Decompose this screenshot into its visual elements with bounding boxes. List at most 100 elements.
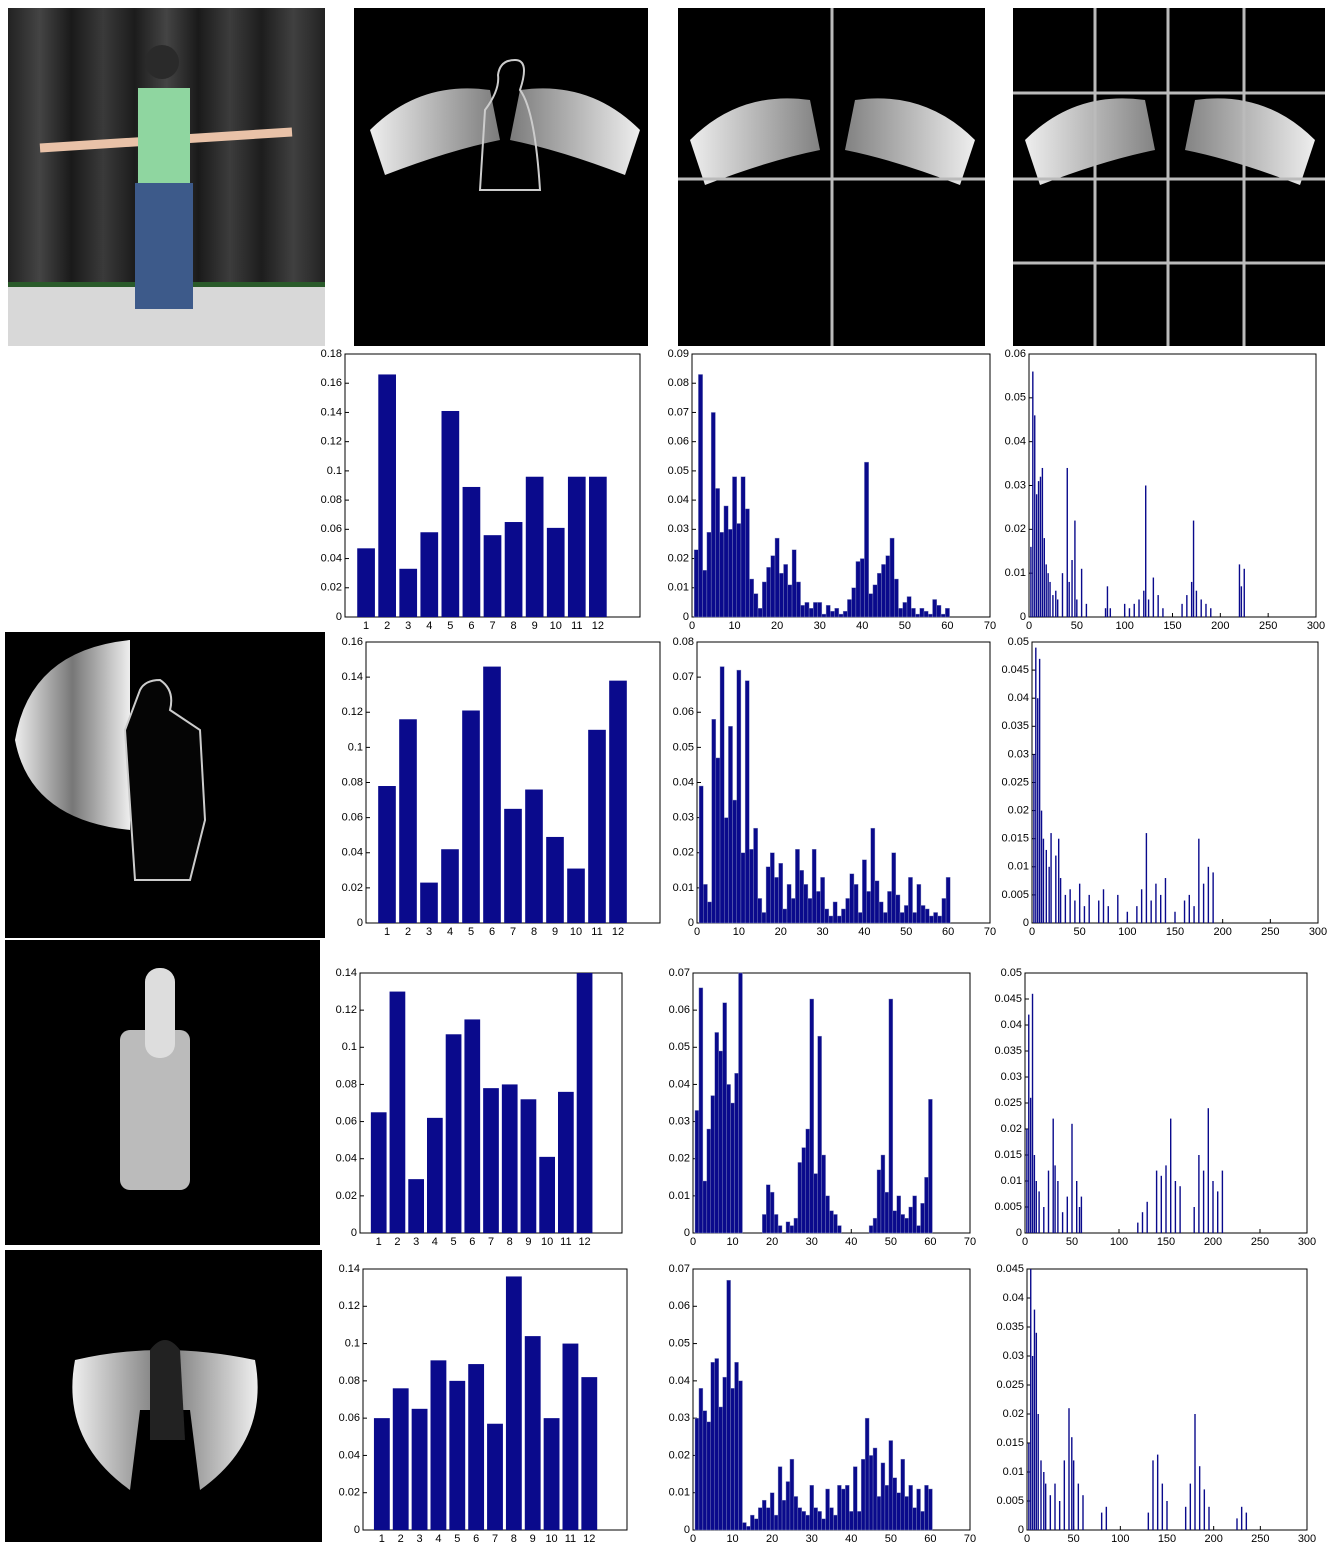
- bar: [813, 602, 817, 617]
- bar: [892, 853, 896, 923]
- y-tick-label: 0.02: [1008, 805, 1029, 817]
- bar: [1205, 604, 1206, 617]
- x-tick-label: 200: [1204, 1236, 1222, 1248]
- bar: [468, 1364, 484, 1530]
- x-tick-label: 60: [942, 926, 954, 938]
- x-tick-label: 60: [924, 1533, 936, 1542]
- bar: [854, 884, 858, 923]
- x-tick-label: 10: [726, 1533, 738, 1542]
- bar: [1062, 573, 1063, 617]
- bar: [860, 559, 864, 617]
- bar: [837, 916, 841, 923]
- bar: [1067, 1197, 1068, 1233]
- bar: [711, 1362, 715, 1530]
- bar: [941, 614, 945, 617]
- y-tick-label: 0.01: [669, 1487, 690, 1499]
- x-tick-label: 50: [1068, 1533, 1080, 1542]
- bar: [699, 1388, 703, 1530]
- bar: [719, 1407, 723, 1530]
- bar: [1208, 867, 1209, 923]
- bar: [698, 374, 702, 617]
- bar: [843, 611, 847, 617]
- x-tick-label: 0: [690, 1533, 696, 1542]
- bar: [1030, 1098, 1031, 1233]
- y-tick-label: 0.04: [669, 1375, 690, 1387]
- bar: [1041, 811, 1042, 923]
- x-tick-label: 7: [488, 1236, 494, 1248]
- bar: [889, 999, 893, 1233]
- bar: [945, 608, 949, 617]
- bar: [1198, 1155, 1199, 1233]
- y-tick-label: 0.03: [1001, 1071, 1022, 1083]
- bar: [716, 758, 720, 923]
- bar: [1185, 1507, 1186, 1530]
- bar: [774, 1214, 778, 1233]
- bar: [1103, 889, 1104, 923]
- x-tick-label: 50: [899, 620, 911, 632]
- bar: [1156, 1171, 1157, 1233]
- y-tick-label: 0.05: [1005, 392, 1026, 404]
- y-tick-label: 0.02: [668, 552, 689, 564]
- x-tick-label: 40: [845, 1236, 857, 1248]
- y-tick-label: 0.04: [669, 1078, 690, 1090]
- bar: [822, 1519, 826, 1530]
- bar: [856, 561, 860, 617]
- x-tick-label: 150: [1163, 620, 1181, 632]
- bar: [762, 582, 766, 617]
- bar: [1110, 608, 1111, 617]
- bar: [1239, 564, 1240, 617]
- bar: [1145, 486, 1146, 618]
- y-tick-label: 0.01: [673, 882, 694, 894]
- bar: [806, 1515, 810, 1530]
- y-tick-label: 0.035: [1001, 720, 1029, 732]
- bar: [1062, 1212, 1063, 1233]
- bar: [1079, 884, 1080, 923]
- y-tick-label: 0.08: [321, 494, 342, 506]
- bar: [1089, 895, 1090, 923]
- y-tick-label: 0.06: [336, 1115, 357, 1127]
- bar: [427, 1118, 443, 1233]
- bar: [937, 605, 941, 617]
- y-tick-label: 0.02: [336, 1190, 357, 1202]
- depth-image-grid: [678, 8, 985, 346]
- bar: [711, 412, 715, 617]
- bar: [1184, 901, 1185, 923]
- bar: [589, 477, 607, 617]
- bar: [1217, 1191, 1218, 1233]
- bar: [1036, 1333, 1037, 1530]
- bar: [1036, 1181, 1037, 1233]
- x-tick-label: 6: [489, 926, 495, 938]
- bar: [865, 1418, 869, 1530]
- bar: [770, 1192, 774, 1233]
- bar: [1143, 591, 1144, 617]
- depth-image-top: [5, 940, 320, 1245]
- bar: [707, 1129, 711, 1233]
- bar: [1201, 599, 1202, 617]
- bar: [1054, 1165, 1055, 1233]
- bar: [833, 1515, 837, 1530]
- y-tick-label: 0.1: [348, 741, 363, 753]
- bar: [762, 1214, 766, 1233]
- x-tick-label: 8: [507, 1236, 513, 1248]
- bar: [875, 881, 879, 923]
- bar: [770, 1493, 774, 1530]
- bar: [731, 1388, 735, 1530]
- y-tick-label: 0.16: [321, 377, 342, 389]
- bar: [703, 1181, 707, 1233]
- bar: [1043, 1472, 1044, 1530]
- x-tick-label: 2: [394, 1236, 400, 1248]
- x-tick-label: 6: [469, 1236, 475, 1248]
- bar: [921, 1511, 925, 1530]
- bar: [371, 1112, 387, 1233]
- bar: [712, 719, 716, 923]
- x-tick-label: 10: [570, 926, 582, 938]
- bar: [1241, 586, 1242, 617]
- x-tick-label: 1: [376, 1236, 382, 1248]
- bar: [904, 905, 908, 923]
- bar: [873, 585, 877, 617]
- x-tick-label: 1: [363, 620, 369, 632]
- bar: [845, 1485, 849, 1530]
- x-tick-label: 10: [733, 926, 745, 938]
- bar: [588, 730, 606, 923]
- x-tick-label: 150: [1166, 926, 1184, 938]
